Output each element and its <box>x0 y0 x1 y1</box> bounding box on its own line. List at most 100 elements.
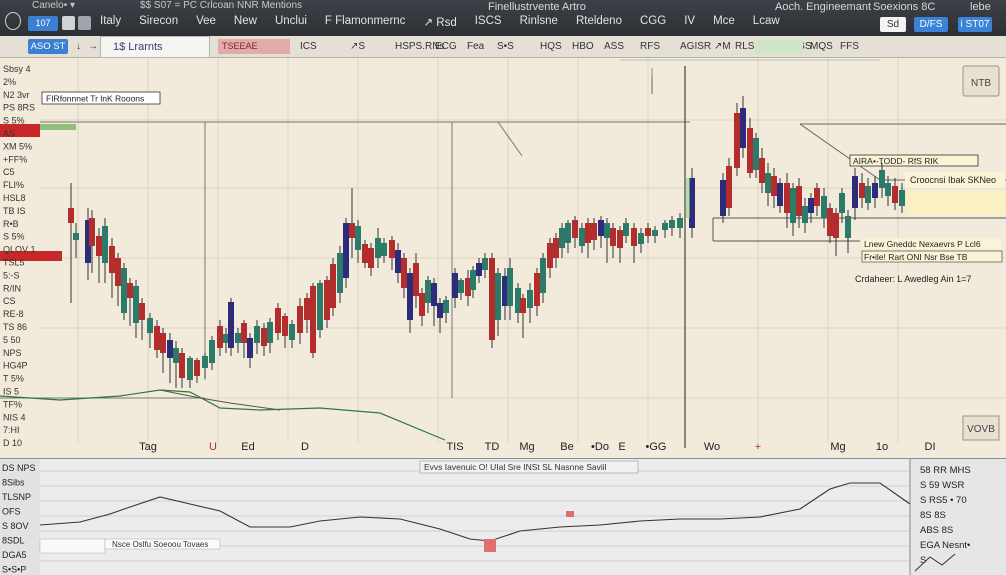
candle-body[interactable] <box>495 273 501 320</box>
candle-body[interactable] <box>872 183 878 198</box>
candle-body[interactable] <box>133 286 139 323</box>
grid-icon[interactable] <box>62 16 75 30</box>
candle-body[interactable] <box>89 218 95 246</box>
tab-red[interactable]: TSEEAE <box>218 39 290 54</box>
menu-item[interactable]: Italy <box>100 15 122 27</box>
candle-body[interactable] <box>547 243 553 268</box>
candle-body[interactable] <box>885 183 891 196</box>
candle-body[interactable] <box>452 273 458 298</box>
price-chart-canvas[interactable]: Sbsy 4 2% N2 3vr PS 8RS S 5% AS XM 5% +FF% C5 FLI… <box>0 58 1006 458</box>
account-selector[interactable]: Canelo• ▾ <box>32 0 75 11</box>
candle-body[interactable] <box>476 263 482 276</box>
candle-body[interactable] <box>631 228 637 246</box>
candle-body[interactable] <box>261 328 267 346</box>
candle-body[interactable] <box>235 333 241 343</box>
menu-item[interactable]: New <box>233 15 257 27</box>
tab-active-chart[interactable]: 1$ Lrarnts <box>100 36 210 58</box>
candle-body[interactable] <box>317 283 323 330</box>
toolbar-button-sd[interactable]: Sd <box>880 17 906 32</box>
candle-body[interactable] <box>821 196 827 218</box>
candle-body[interactable] <box>121 268 127 313</box>
compare-icon[interactable] <box>78 16 91 30</box>
candle-body[interactable] <box>115 258 121 286</box>
candle-body[interactable] <box>662 223 668 230</box>
indicator-canvas[interactable]: Evvs Iavenuic O! UIal Sre INSt SL Nasnne… <box>0 459 1006 575</box>
candle-body[interactable] <box>154 326 160 350</box>
candle-body[interactable] <box>507 268 513 306</box>
menu-item[interactable]: F Flamonmernc <box>324 15 406 27</box>
candle-body[interactable] <box>489 258 495 340</box>
candle-body[interactable] <box>598 220 604 236</box>
symbol-button[interactable]: 107 <box>28 16 58 31</box>
candle-body[interactable] <box>289 324 295 340</box>
toolbar-item[interactable]: HSPS.RNs <box>395 41 445 52</box>
candle-body[interactable] <box>68 208 74 223</box>
candle-body[interactable] <box>585 223 591 243</box>
candlesticks[interactable] <box>68 96 905 388</box>
candle-body[interactable] <box>740 108 746 148</box>
candle-body[interactable] <box>389 240 395 258</box>
candle-body[interactable] <box>381 243 387 256</box>
candle-body[interactable] <box>275 308 281 333</box>
toolbar-item[interactable]: RFS <box>640 41 660 52</box>
candle-body[interactable] <box>202 356 208 368</box>
candle-body[interactable] <box>790 188 796 223</box>
candle-body[interactable] <box>845 216 851 238</box>
candle-body[interactable] <box>559 228 565 248</box>
toolbar-item[interactable]: RLS <box>735 41 755 52</box>
menu-item[interactable]: Sirecon <box>139 15 179 27</box>
candle-body[interactable] <box>759 158 765 183</box>
menu-item[interactable]: Unclui <box>274 15 307 27</box>
candle-body[interactable] <box>617 230 623 248</box>
candle-body[interactable] <box>765 173 771 193</box>
menu-item[interactable]: Rteldeno <box>575 15 622 27</box>
candle-body[interactable] <box>652 230 658 236</box>
candle-body[interactable] <box>147 318 153 333</box>
candle-body[interactable] <box>515 288 521 313</box>
candle-body[interactable] <box>419 293 425 316</box>
candle-body[interactable] <box>73 233 79 240</box>
candle-body[interactable] <box>726 166 732 208</box>
candle-body[interactable] <box>859 183 865 198</box>
candle-body[interactable] <box>223 334 229 343</box>
menu-item[interactable]: Rinlsne <box>519 15 558 27</box>
candle-body[interactable] <box>160 333 166 353</box>
candle-body[interactable] <box>324 280 330 320</box>
chart-type-button[interactable]: ASO ST <box>28 39 68 54</box>
candle-body[interactable] <box>553 238 559 258</box>
candle-body[interactable] <box>540 258 546 293</box>
candle-body[interactable] <box>401 258 407 288</box>
candle-body[interactable] <box>267 322 273 343</box>
arrow-down-icon[interactable]: ↓ <box>76 41 81 52</box>
menu-item[interactable]: CGG <box>639 15 667 27</box>
arrow-right-icon[interactable]: → <box>88 41 98 52</box>
candle-body[interactable] <box>502 276 508 306</box>
candle-body[interactable] <box>443 300 449 313</box>
candle-body[interactable] <box>591 223 597 240</box>
toolbar-item[interactable]: S•S <box>497 41 514 52</box>
candle-body[interactable] <box>865 186 871 203</box>
candle-body[interactable] <box>520 298 526 313</box>
toolbar-item[interactable]: HBO <box>572 41 594 52</box>
candle-body[interactable] <box>796 186 802 216</box>
candle-body[interactable] <box>102 226 108 263</box>
candle-body[interactable] <box>187 358 193 380</box>
toolbar-item[interactable]: ASS <box>604 41 625 52</box>
indicator-pane[interactable]: Evvs Iavenuic O! UIal Sre INSt SL Nasnne… <box>0 458 1006 575</box>
candle-body[interactable] <box>669 220 675 228</box>
candle-body[interactable] <box>395 250 401 273</box>
candle-body[interactable] <box>645 228 651 236</box>
candle-body[interactable] <box>852 176 858 208</box>
candle-body[interactable] <box>330 264 336 308</box>
candle-body[interactable] <box>343 223 349 278</box>
menu-item[interactable]: ↗ Rsd <box>423 17 457 29</box>
candle-body[interactable] <box>304 298 310 320</box>
candle-body[interactable] <box>109 246 115 273</box>
candle-body[interactable] <box>720 180 726 216</box>
candle-body[interactable] <box>753 138 759 170</box>
toolbar-toggle[interactable] <box>755 40 803 54</box>
candle-body[interactable] <box>228 302 234 348</box>
toolbar-button-dfs[interactable]: D/FS <box>914 17 948 32</box>
candle-body[interactable] <box>808 198 814 213</box>
menu-item[interactable]: Vee <box>196 15 216 27</box>
